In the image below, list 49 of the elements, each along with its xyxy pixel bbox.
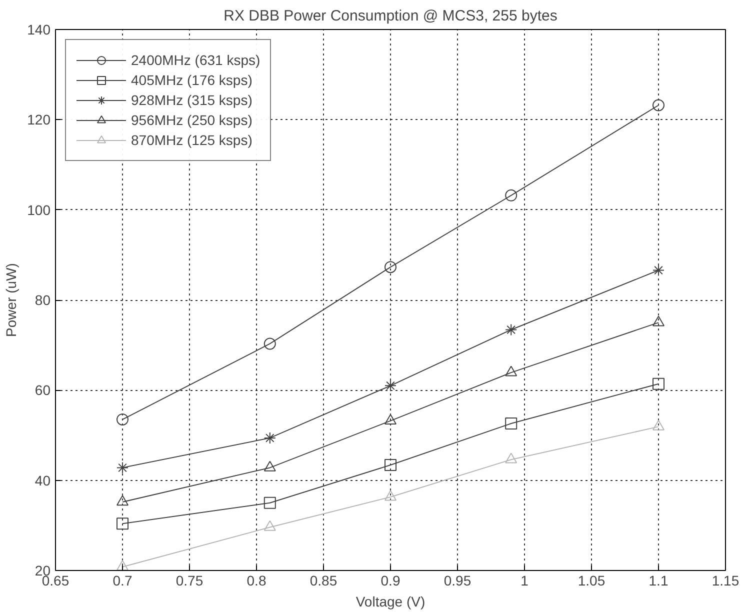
point (652, 264, 664, 276)
point (116, 462, 128, 474)
y-tick-label: 60 (34, 382, 51, 398)
x-tick-label: 0.85 (310, 572, 338, 588)
x-tick-label: 1.15 (712, 572, 740, 588)
legend-label: 2400MHz (631 ksps) (131, 52, 260, 68)
x-tick-label: 0.8 (246, 572, 266, 588)
x-tick-label: 0.9 (380, 572, 400, 588)
x-tick-label: 0.7 (112, 572, 132, 588)
point (116, 518, 128, 530)
legend-label: 928MHz (315 ksps) (131, 92, 252, 108)
legend-label: 870MHz (125 ksps) (131, 132, 252, 148)
point (264, 460, 276, 472)
point (264, 496, 276, 509)
point (505, 189, 518, 202)
point (652, 99, 664, 112)
x-tick-label: 1.1 (648, 572, 668, 588)
legend-label: 405MHz (176 ksps) (131, 72, 252, 88)
x-tick-label: 0.95 (444, 572, 472, 588)
point (652, 420, 664, 430)
point (384, 380, 396, 392)
point (384, 414, 396, 424)
point (505, 366, 518, 376)
point (505, 418, 518, 430)
point (116, 560, 128, 570)
x-tick-label: 1 (520, 572, 529, 588)
legend-label: 956MHz (250 ksps) (131, 112, 252, 128)
y-tick-label: 40 (34, 472, 51, 488)
point (116, 495, 128, 506)
point (384, 459, 396, 472)
y-tick-label: 100 (27, 202, 51, 218)
point (652, 378, 664, 390)
y-axis-title: Power (uW) (3, 263, 20, 337)
point (264, 338, 276, 350)
x-tick-label: 0.75 (176, 572, 204, 588)
y-tick-label: 120 (27, 112, 51, 128)
point (505, 452, 518, 464)
y-tick-label: 80 (34, 292, 51, 308)
x-axis-title: Voltage (V) (356, 594, 426, 610)
point (384, 261, 396, 274)
y-tick-label: 140 (27, 22, 51, 38)
point (384, 490, 396, 501)
point (652, 316, 664, 326)
x-tick-label: 1.05 (578, 572, 606, 588)
point (505, 324, 518, 336)
point (264, 432, 276, 444)
point (264, 520, 276, 531)
chart-title: RX DBB Power Consumption @ MCS3, 255 bytes (224, 8, 558, 24)
point (116, 413, 128, 426)
